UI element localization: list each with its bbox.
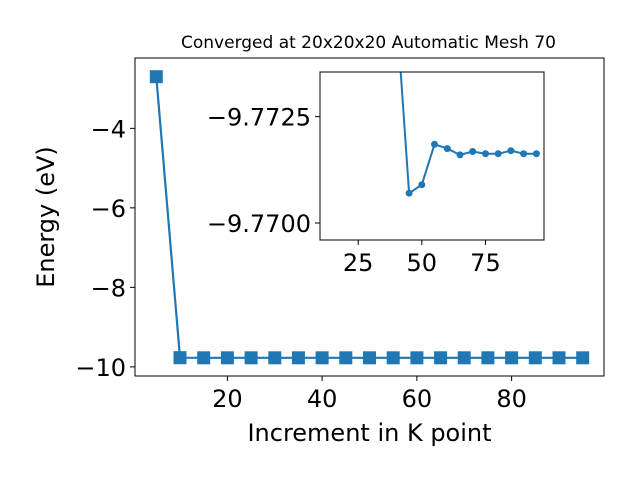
main-data-point [363, 351, 376, 365]
main-plot-frame [134, 57, 605, 377]
inset-data-point [532, 150, 540, 158]
inset-plot-frame [319, 71, 545, 241]
y-axis-label: Energy (eV) [32, 146, 60, 288]
main-y-axis: −4 −6 −8 −10 [75, 115, 135, 382]
main-plot-area [149, 70, 590, 365]
inset-plot-area [393, 7, 540, 197]
main-data-point [220, 351, 234, 365]
main-data-point [315, 351, 329, 365]
main-y-tick-label: −8 [91, 274, 126, 302]
inset-data-point [520, 150, 528, 158]
main-y-tick-label: −10 [75, 354, 126, 382]
inset-y-axis: −9.7725 −9.7700 [207, 104, 320, 238]
main-x-tick-label: 40 [307, 385, 338, 413]
inset-data-point [393, 7, 400, 14]
main-data-point [576, 351, 590, 365]
main-y-tick-label: −4 [91, 115, 126, 143]
inset-data-point [443, 145, 451, 153]
inset-plot-background [320, 72, 544, 240]
inset-x-tick-label: 50 [407, 249, 438, 277]
inset-x-axis: 25 50 75 [343, 240, 501, 277]
main-y-tick-label: −6 [91, 195, 126, 223]
main-x-tick-label: 60 [402, 385, 433, 413]
inset-x-tick-label: 75 [470, 249, 501, 277]
inset-data-point [405, 189, 413, 197]
main-data-point [244, 351, 258, 365]
main-data-point [291, 351, 305, 365]
main-data-point [457, 351, 471, 365]
main-data-point [173, 351, 187, 365]
inset-data-point [469, 148, 477, 155]
main-data-point [386, 351, 400, 365]
main-data-point [149, 70, 163, 84]
main-data-point [268, 351, 282, 365]
main-data-point [505, 351, 519, 365]
x-axis-label: Increment in K point [247, 419, 491, 447]
inset-y-tick-label: −9.7700 [207, 210, 311, 238]
main-x-axis: 20 40 60 80 [212, 376, 527, 413]
inset-x-tick-label: 25 [343, 249, 374, 277]
inset-data-point [431, 140, 438, 148]
inset-data-point [482, 150, 489, 158]
inset-y-tick-label: −9.7725 [207, 104, 311, 132]
inset-data-point [456, 151, 464, 159]
main-data-point [552, 351, 566, 365]
main-data-point [339, 351, 353, 365]
inset-data-point [418, 181, 426, 189]
main-data-point [528, 351, 542, 365]
main-x-tick-label: 80 [496, 385, 527, 413]
main-x-tick-label: 20 [212, 385, 243, 413]
main-data-point [197, 351, 211, 365]
main-data-point [410, 351, 424, 365]
inset-data-point [507, 147, 515, 155]
main-data-point [434, 351, 448, 365]
chart-title: Converged at 20x20x20 Automatic Mesh 70 [181, 33, 556, 53]
inset-data-point [494, 150, 502, 158]
main-data-point [481, 351, 495, 365]
